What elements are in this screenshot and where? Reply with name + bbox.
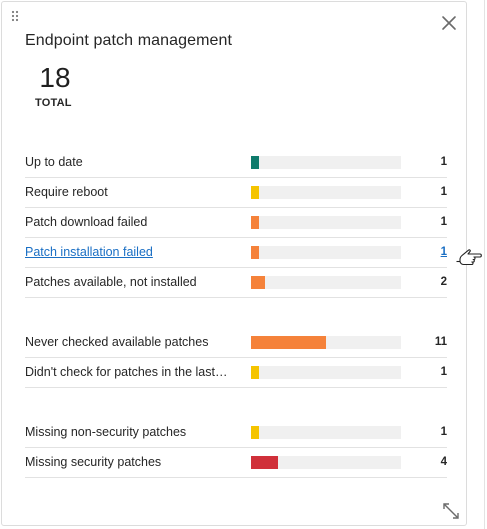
expand-icon[interactable] (440, 500, 462, 522)
bar-fill (251, 216, 259, 229)
row-value: 1 (440, 366, 447, 378)
row-label: Never checked available patches (25, 335, 209, 349)
list-item: Missing non-security patches 1 (25, 418, 447, 448)
bar-track (251, 456, 401, 469)
row-label: Patches available, not installed (25, 275, 197, 289)
row-value: 1 (440, 426, 447, 438)
bar-track (251, 336, 401, 349)
bar-fill (251, 246, 259, 259)
row-value: 11 (434, 336, 447, 348)
row-label: Missing security patches (25, 455, 162, 469)
list-item: Didn't check for patches in the last… 1 (25, 358, 447, 388)
bar-track (251, 156, 401, 169)
row-value: 2 (440, 276, 447, 288)
row-value: 4 (440, 456, 447, 468)
endpoint-patch-widget: Endpoint patch management 18 TOTAL Up to… (1, 1, 467, 526)
row-value: 1 (440, 216, 447, 228)
bar-track (251, 426, 401, 439)
bar-track (251, 366, 401, 379)
list-item: Patch download failed 1 (25, 208, 447, 238)
bar-fill (251, 276, 265, 289)
list-item: Up to date 1 (25, 148, 447, 178)
list-item: Missing security patches 4 (25, 448, 447, 478)
list-item: Patches available, not installed 2 (25, 268, 447, 298)
row-value: 1 (440, 156, 447, 168)
row-value: 1 (440, 186, 447, 198)
bar-track (251, 246, 401, 259)
hand-pointer-icon (456, 249, 482, 266)
bar-fill (251, 426, 259, 439)
total-count: 18 (39, 62, 71, 93)
row-label: Up to date (25, 155, 83, 169)
bar-fill (251, 336, 326, 349)
bar-track (251, 216, 401, 229)
list-item: Require reboot 1 (25, 178, 447, 208)
row-label: Missing non-security patches (25, 425, 187, 439)
widget-title: Endpoint patch management (25, 32, 233, 49)
panel-edge (484, 0, 485, 529)
row-label: Require reboot (25, 185, 108, 199)
list-item: Never checked available patches 11 (25, 328, 447, 358)
bar-track (251, 186, 401, 199)
row-value[interactable]: 1 (440, 246, 447, 258)
row-label: Didn't check for patches in the last… (25, 365, 228, 379)
bar-fill (251, 186, 259, 199)
total-label: TOTAL (35, 97, 72, 109)
bar-fill (251, 456, 278, 469)
list-item: Patch installation failed 1 (25, 238, 447, 268)
row-label: Patch download failed (25, 215, 148, 229)
bar-fill (251, 366, 259, 379)
bar-fill (251, 156, 259, 169)
row-label[interactable]: Patch installation failed (25, 245, 153, 259)
close-icon[interactable] (439, 13, 459, 33)
drag-handle-icon[interactable] (11, 10, 21, 22)
bar-track (251, 276, 401, 289)
